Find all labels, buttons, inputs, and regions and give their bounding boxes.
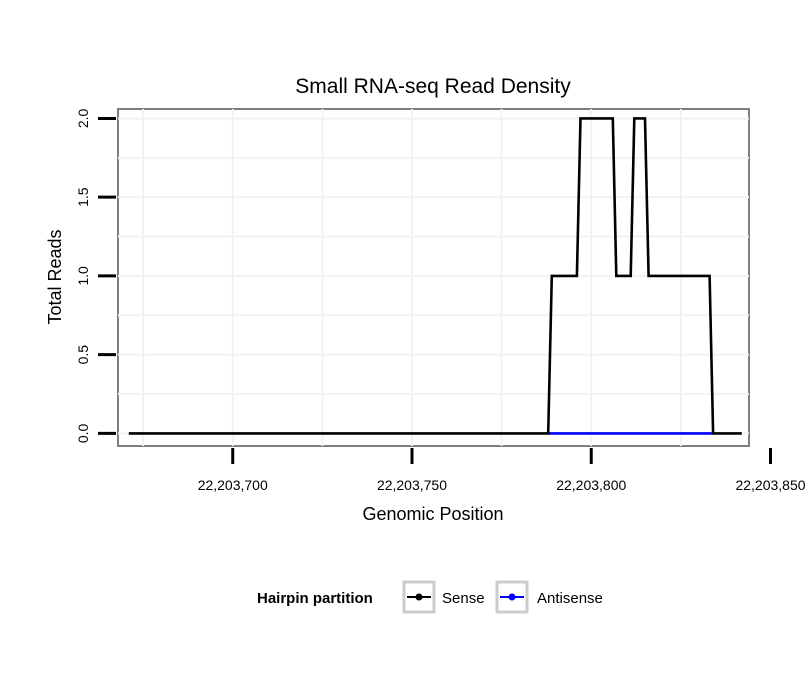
legend: Hairpin partition Sense Antisense — [257, 580, 603, 614]
plot-panel — [117, 108, 750, 447]
y-tick-label: 1.5 — [75, 187, 91, 207]
axes: 22,203,700 22,203,750 22,203,800 22,203,850… — [75, 109, 806, 493]
x-tick-label: 22,203,800 — [556, 477, 626, 493]
chart-title: Small RNA-seq Read Density — [295, 75, 571, 98]
y-tick-label: 2.0 — [75, 109, 91, 129]
legend-point-sense — [415, 593, 423, 601]
legend-label-antisense: Antisense — [537, 590, 603, 607]
legend-point-antisense — [508, 593, 516, 601]
series-line-sense — [128, 117, 742, 435]
y-axis-label: Total Reads — [45, 229, 65, 324]
x-tick-label: 22,203,750 — [377, 477, 447, 493]
x-tick-label: 22,203,850 — [735, 477, 805, 493]
x-tick-label: 22,203,700 — [198, 477, 268, 493]
grid — [118, 109, 749, 446]
legend-label-sense: Sense — [442, 590, 485, 607]
series-layer — [128, 117, 742, 435]
x-axis-label: Genomic Position — [362, 504, 503, 524]
y-tick-label: 0.5 — [75, 345, 91, 365]
y-tick-label: 1.0 — [75, 266, 91, 286]
y-tick-label: 0.0 — [75, 423, 91, 443]
legend-title: Hairpin partition — [257, 590, 373, 607]
